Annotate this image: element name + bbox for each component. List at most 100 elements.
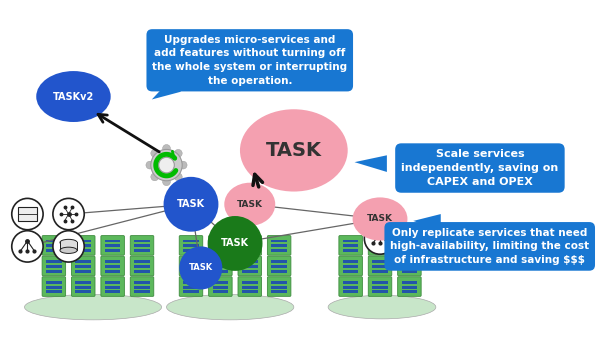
Circle shape <box>364 223 396 254</box>
Circle shape <box>208 216 263 271</box>
FancyBboxPatch shape <box>339 277 362 296</box>
FancyBboxPatch shape <box>101 256 125 276</box>
Bar <box>183 249 199 252</box>
Bar <box>401 244 417 247</box>
Bar <box>372 265 388 268</box>
Bar <box>372 240 388 242</box>
Bar <box>46 265 62 268</box>
Text: TASK: TASK <box>266 141 322 160</box>
Bar <box>134 291 150 293</box>
FancyBboxPatch shape <box>268 256 291 276</box>
Bar <box>46 285 62 288</box>
Bar <box>46 260 62 263</box>
FancyBboxPatch shape <box>238 236 262 255</box>
Bar <box>401 260 417 263</box>
Bar <box>46 291 62 293</box>
Bar <box>105 265 120 268</box>
FancyBboxPatch shape <box>101 277 125 296</box>
FancyBboxPatch shape <box>179 236 203 255</box>
Bar <box>213 281 228 284</box>
Bar <box>46 281 62 284</box>
Bar <box>343 260 359 263</box>
Text: TASKv2: TASKv2 <box>53 92 94 102</box>
Polygon shape <box>354 155 387 172</box>
Bar <box>105 281 120 284</box>
FancyBboxPatch shape <box>130 236 154 255</box>
Text: Scale services
independently, saving on
CAPEX and OPEX: Scale services independently, saving on … <box>401 149 558 187</box>
Bar <box>372 270 388 273</box>
Bar <box>242 260 258 263</box>
Bar <box>105 260 120 263</box>
FancyBboxPatch shape <box>42 256 65 276</box>
Circle shape <box>53 231 84 262</box>
Ellipse shape <box>224 183 275 226</box>
Text: TASK: TASK <box>367 215 393 223</box>
Bar <box>271 244 287 247</box>
Bar <box>401 265 417 268</box>
Bar <box>134 270 150 273</box>
Circle shape <box>12 198 43 230</box>
Bar <box>242 291 258 293</box>
Bar <box>242 285 258 288</box>
Bar <box>401 285 417 288</box>
Bar <box>183 260 199 263</box>
Bar <box>372 244 388 247</box>
FancyBboxPatch shape <box>339 236 362 255</box>
Bar <box>271 249 287 252</box>
FancyBboxPatch shape <box>71 256 95 276</box>
Text: TASK: TASK <box>236 200 263 209</box>
Bar <box>183 240 199 242</box>
Bar <box>213 249 228 252</box>
Bar <box>271 291 287 293</box>
FancyBboxPatch shape <box>208 256 232 276</box>
Bar <box>75 260 91 263</box>
FancyBboxPatch shape <box>71 236 95 255</box>
Bar <box>242 240 258 242</box>
FancyBboxPatch shape <box>101 236 125 255</box>
Ellipse shape <box>60 247 77 254</box>
Bar <box>343 270 359 273</box>
Bar <box>183 270 199 273</box>
FancyBboxPatch shape <box>179 277 203 296</box>
Bar <box>46 244 62 247</box>
Bar <box>213 265 228 268</box>
Bar <box>105 240 120 242</box>
Bar <box>75 270 91 273</box>
Bar <box>401 270 417 273</box>
Bar <box>372 260 388 263</box>
Bar <box>343 240 359 242</box>
Circle shape <box>159 157 174 173</box>
Circle shape <box>151 149 182 181</box>
Ellipse shape <box>240 109 348 192</box>
FancyBboxPatch shape <box>179 256 203 276</box>
Bar <box>134 244 150 247</box>
Bar <box>75 265 91 268</box>
Ellipse shape <box>60 239 77 245</box>
Ellipse shape <box>167 294 294 320</box>
Circle shape <box>12 231 43 262</box>
Bar <box>183 265 199 268</box>
Bar <box>242 270 258 273</box>
Bar <box>75 281 91 284</box>
Bar <box>401 249 417 252</box>
FancyBboxPatch shape <box>398 236 421 255</box>
Circle shape <box>164 177 218 232</box>
Bar <box>46 240 62 242</box>
FancyBboxPatch shape <box>71 277 95 296</box>
Bar <box>343 285 359 288</box>
FancyBboxPatch shape <box>42 277 65 296</box>
Bar <box>134 260 150 263</box>
Circle shape <box>53 198 84 230</box>
Bar <box>75 244 91 247</box>
FancyBboxPatch shape <box>368 256 392 276</box>
Text: Upgrades micro-services and
add features without turning off
the whole system or: Upgrades micro-services and add features… <box>152 35 347 86</box>
Bar <box>372 249 388 252</box>
Bar <box>271 260 287 263</box>
Polygon shape <box>413 214 441 231</box>
Ellipse shape <box>36 71 111 122</box>
Bar <box>401 291 417 293</box>
Bar <box>271 285 287 288</box>
FancyBboxPatch shape <box>268 236 291 255</box>
Bar <box>134 281 150 284</box>
Ellipse shape <box>146 161 154 169</box>
